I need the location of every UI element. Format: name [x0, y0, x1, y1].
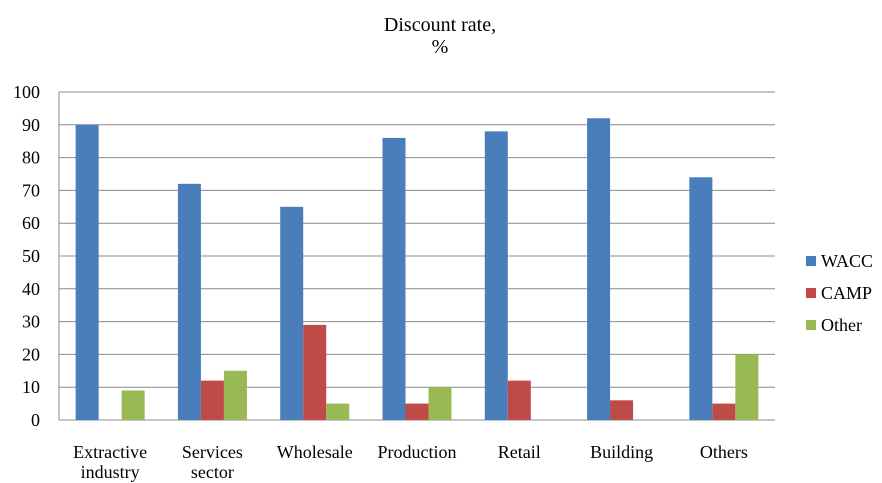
x-tick-label-line: Building — [590, 442, 653, 462]
bar-camp-3 — [405, 403, 429, 420]
bar-camp-6 — [712, 403, 736, 420]
x-tick-label-4: Retail — [498, 442, 541, 462]
y-tick-label-40: 40 — [22, 279, 40, 299]
y-tick-label-60: 60 — [22, 213, 40, 233]
chart-title-line-1: Discount rate, — [383, 14, 497, 36]
legend-swatch-wacc — [806, 256, 816, 266]
x-tick-label-line: Production — [378, 442, 457, 462]
chart-title-line-2: % — [431, 36, 449, 58]
x-tick-label-line: Others — [700, 442, 748, 462]
bar-camp-4 — [507, 380, 531, 420]
x-tick-label-0: Extractive industry — [73, 442, 147, 482]
x-tick-label-line: sector — [191, 462, 234, 482]
legend-item-other: Other — [806, 309, 873, 341]
legend-label-other: Other — [821, 314, 862, 335]
y-tick-label-0: 0 — [31, 410, 40, 430]
y-tick-label-100: 100 — [13, 82, 40, 102]
x-tick-label-line: Retail — [498, 442, 541, 462]
x-tick-label-3: Production — [378, 442, 457, 462]
x-tick-label-line: Extractive — [73, 442, 147, 462]
bar-wacc-4 — [484, 131, 508, 421]
legend-item-camp: CAMP — [806, 277, 873, 309]
bar-wacc-1 — [177, 183, 201, 420]
chart-title: Discount rate, % — [270, 14, 610, 58]
y-tick-label-20: 20 — [22, 344, 40, 364]
bar-other-3 — [428, 387, 452, 420]
bar-camp-1 — [200, 380, 224, 420]
bar-wacc-5 — [587, 118, 611, 421]
legend-item-wacc: WACC — [806, 245, 873, 277]
legend-swatch-other — [806, 320, 816, 330]
legend-swatch-camp — [806, 288, 816, 298]
bar-wacc-2 — [280, 206, 304, 420]
x-tick-label-2: Wholesale — [277, 442, 353, 462]
x-tick-label-line: Services — [182, 442, 243, 462]
y-tick-label-70: 70 — [22, 180, 40, 200]
legend: WACC CAMP Other — [806, 245, 873, 341]
x-tick-label-1: Services sector — [182, 442, 243, 482]
x-tick-label-line: Wholesale — [277, 442, 353, 462]
bar-wacc-0 — [75, 124, 99, 421]
bar-other-0 — [121, 390, 145, 420]
bar-camp-2 — [303, 324, 327, 420]
y-tick-label-80: 80 — [22, 148, 40, 168]
x-tick-label-line: industry — [81, 462, 140, 482]
y-tick-label-50: 50 — [22, 246, 40, 266]
bar-other-2 — [326, 403, 350, 420]
bar-other-1 — [223, 370, 247, 420]
y-tick-label-10: 10 — [22, 377, 40, 397]
bar-camp-5 — [610, 400, 634, 420]
x-tick-label-6: Others — [700, 442, 748, 462]
y-tick-label-30: 30 — [22, 312, 40, 332]
bar-other-6 — [735, 354, 759, 420]
bar-wacc-6 — [689, 177, 713, 420]
legend-label-wacc: WACC — [821, 250, 874, 271]
bar-wacc-3 — [382, 137, 406, 421]
y-tick-label-90: 90 — [22, 115, 40, 135]
legend-label-camp: CAMP — [821, 282, 873, 303]
x-tick-label-5: Building — [590, 442, 653, 462]
